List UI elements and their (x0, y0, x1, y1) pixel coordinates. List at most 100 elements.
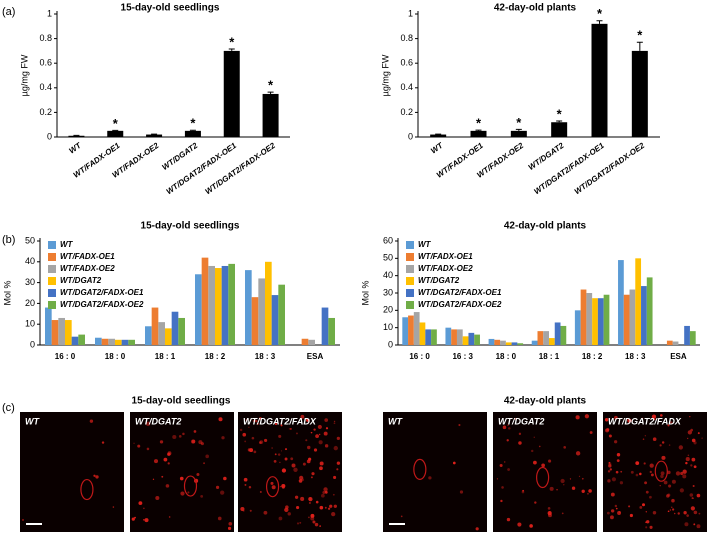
bar (445, 327, 452, 345)
droplet (273, 460, 277, 463)
droplet (172, 434, 177, 440)
bar (580, 289, 587, 345)
droplet (333, 420, 336, 423)
droplet (310, 476, 313, 479)
legend-label: WT/FADX-OE2 (418, 264, 473, 273)
droplet (641, 417, 644, 420)
droplet (649, 470, 652, 474)
cell-outline (80, 478, 94, 501)
legend-swatch (48, 277, 56, 285)
x-tick-label: WT (67, 140, 83, 155)
droplet (652, 511, 657, 515)
y-tick-label: 30 (25, 277, 35, 287)
bar (494, 339, 501, 345)
significance-mark: * (557, 106, 563, 121)
bar (517, 343, 524, 345)
droplet (329, 504, 333, 508)
bar (71, 336, 79, 345)
droplet (159, 440, 164, 444)
significance-mark: * (113, 116, 119, 131)
x-tick-label: 16 : 3 (452, 352, 473, 361)
droplet (691, 457, 696, 462)
bar (258, 278, 265, 345)
droplet (635, 461, 640, 465)
droplet (242, 432, 247, 437)
bar (228, 263, 235, 345)
droplet (253, 450, 257, 454)
droplet (530, 449, 534, 453)
droplet (259, 490, 262, 493)
droplet (245, 419, 248, 421)
bar (402, 317, 409, 345)
droplet (215, 485, 220, 490)
droplet (221, 436, 225, 440)
droplet (501, 486, 504, 489)
bar (308, 339, 315, 345)
droplet (323, 431, 328, 436)
droplet (322, 490, 326, 494)
significance-mark: * (597, 6, 603, 21)
droplet (682, 474, 687, 479)
y-tick-label: 0 (388, 339, 393, 349)
bar (646, 277, 653, 345)
error-bar (596, 20, 603, 24)
y-tick-label: 60 (383, 235, 393, 245)
droplet (168, 516, 171, 518)
chart-title: 42-day-old plants (494, 3, 577, 14)
droplet (259, 441, 262, 444)
droplet (669, 509, 672, 511)
bar (265, 261, 272, 345)
bar (468, 332, 475, 345)
droplet (529, 524, 533, 528)
bar (586, 293, 593, 345)
droplet (614, 504, 618, 508)
droplet (671, 479, 676, 484)
bar (158, 322, 165, 345)
legend-label: WT/FADX-OE2 (60, 264, 115, 273)
droplet (178, 435, 182, 438)
significance-mark: * (268, 78, 274, 93)
micrograph-label: WT (25, 416, 40, 426)
bar (328, 317, 335, 345)
droplet (295, 505, 300, 510)
micrograph (383, 412, 487, 532)
droplet (300, 414, 305, 419)
cell-outline (654, 460, 668, 482)
droplet (502, 425, 507, 430)
droplet (584, 414, 590, 419)
droplet (301, 478, 305, 481)
droplet (646, 520, 650, 524)
droplet (518, 432, 522, 436)
droplet (310, 431, 313, 434)
droplet (296, 432, 298, 435)
droplet (660, 471, 665, 476)
droplet (248, 486, 252, 489)
x-tick-label: 18 : 2 (205, 352, 226, 361)
droplet (669, 421, 673, 424)
micrograph-label: WT/DGAT2 (498, 416, 544, 426)
bar (462, 336, 469, 345)
bar (208, 265, 215, 345)
y-tick-label: 20 (25, 298, 35, 308)
droplet (289, 427, 292, 430)
bar (165, 328, 172, 345)
droplet (620, 470, 623, 473)
droplet (318, 433, 321, 436)
x-tick-label: WT (429, 140, 445, 155)
x-tick-label: 18 : 0 (496, 352, 517, 361)
droplet (651, 414, 657, 419)
droplet (271, 447, 273, 449)
droplet (604, 418, 609, 422)
droplet (696, 524, 701, 529)
droplet (325, 427, 329, 430)
bar (591, 23, 608, 138)
significance-mark: * (476, 116, 482, 131)
droplet (336, 436, 340, 441)
droplet (400, 515, 403, 518)
bar (574, 310, 581, 345)
droplet (143, 507, 145, 510)
bar (151, 307, 159, 345)
droplet (205, 454, 210, 459)
bar (128, 339, 135, 345)
legend-label: WT (418, 240, 432, 249)
